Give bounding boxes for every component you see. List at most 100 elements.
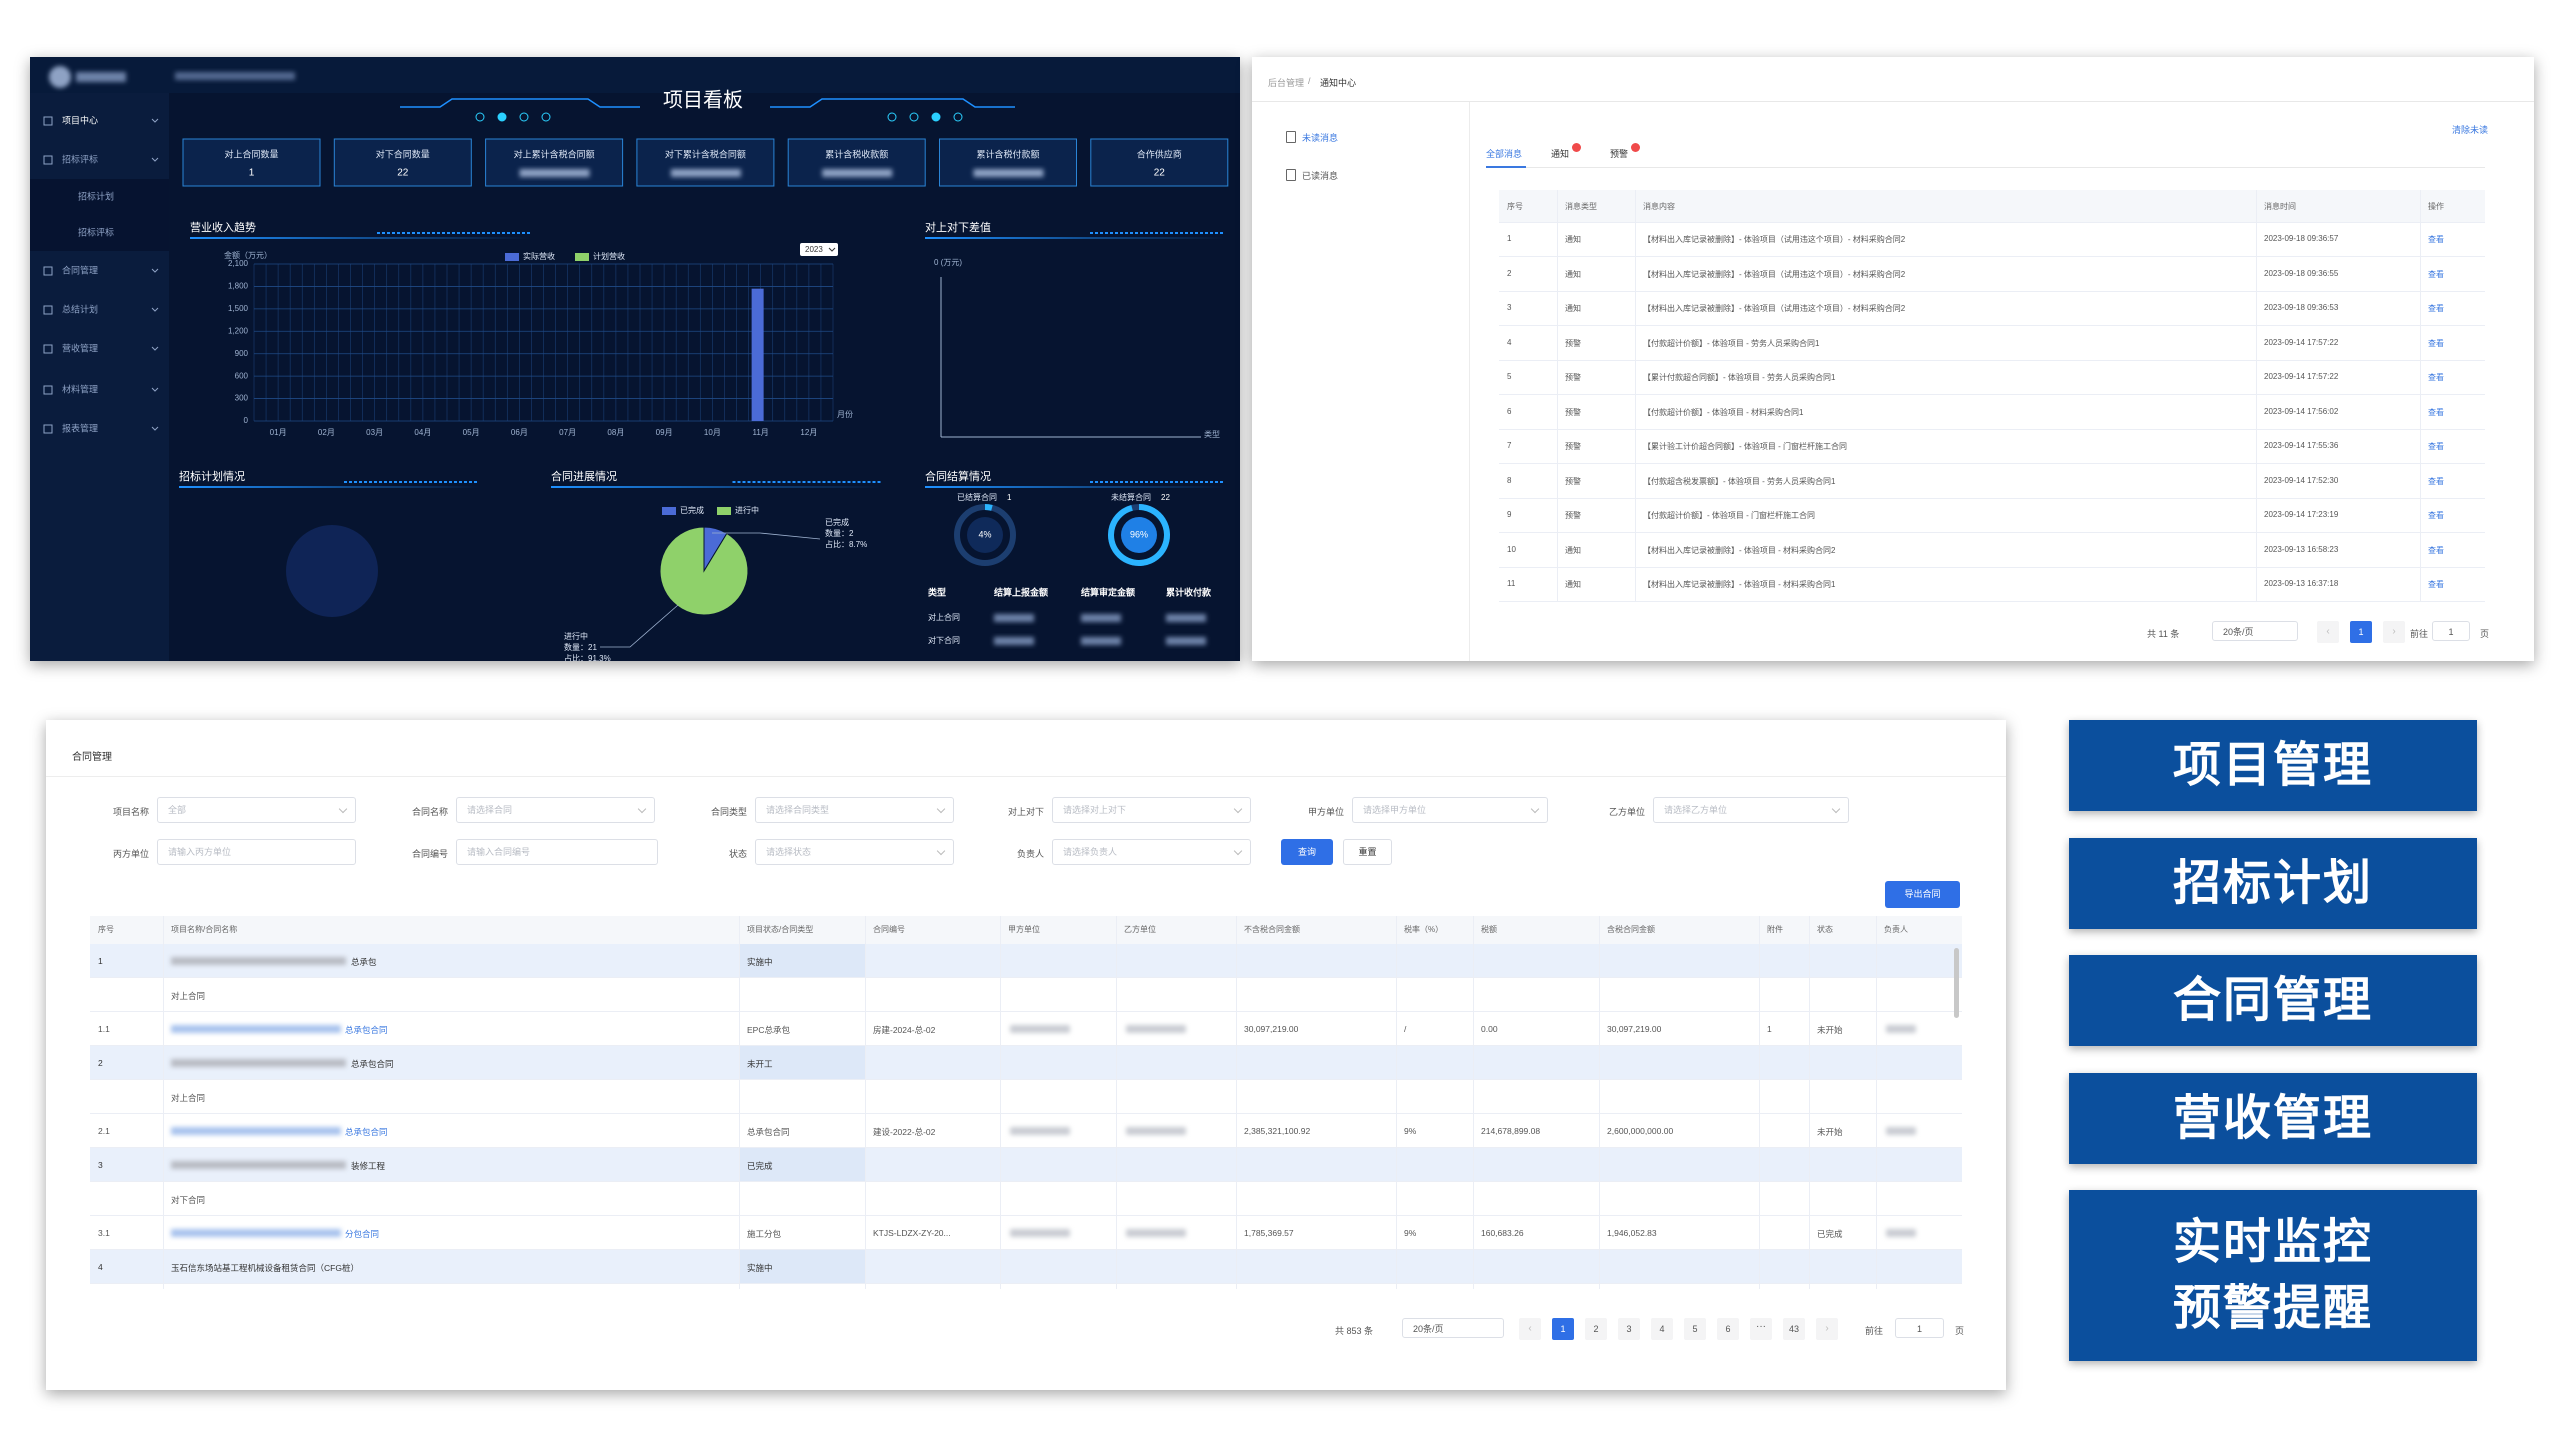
- view-link[interactable]: 查看: [2428, 269, 2444, 279]
- menu-item[interactable]: 总结计划: [62, 303, 98, 314]
- table-cell: 6: [1507, 406, 1512, 416]
- filter-input[interactable]: 全部: [157, 797, 356, 823]
- filter-input[interactable]: 请选择乙方单位: [1653, 797, 1849, 823]
- side-menu-item[interactable]: 未读消息: [1302, 133, 1339, 143]
- project-no: 3: [98, 1160, 103, 1170]
- view-link[interactable]: 查看: [2428, 373, 2444, 382]
- table-row-border: [1499, 290, 2485, 292]
- page-number[interactable]: 1: [1552, 1318, 1574, 1340]
- view-link[interactable]: 查看: [2428, 304, 2444, 313]
- menu-chevron: [151, 346, 159, 351]
- breadcrumb-bar: [1252, 57, 2534, 102]
- table-cell: 【材料出入库记录被删除】- 体验项目（试用违这个项目）- 材料采购合同2: [1643, 269, 1906, 279]
- gauge-percent: 96%: [1130, 529, 1148, 539]
- contract-link[interactable]: 总承包合同: [345, 1127, 388, 1137]
- page-size[interactable]: 20条/页: [1402, 1318, 1504, 1338]
- filter-label: 合同编号: [411, 849, 448, 859]
- view-link[interactable]: 查看: [2428, 476, 2444, 486]
- contract-cell: 30,097,219.00: [1244, 1024, 1299, 1034]
- column-divider: [1599, 916, 1600, 1289]
- panel-title: 合同管理: [72, 752, 112, 763]
- view-link[interactable]: 查看: [2428, 511, 2444, 520]
- side-menu-item[interactable]: 已读消息: [1302, 171, 1339, 181]
- search-button[interactable]: 查询: [1281, 839, 1333, 865]
- menu-item[interactable]: 报表管理: [62, 422, 98, 433]
- menu-item[interactable]: 营收管理: [62, 342, 98, 353]
- filter-input[interactable]: 请输入合同编号: [456, 839, 658, 865]
- export-button[interactable]: 导出合同: [1885, 881, 1960, 908]
- x-tick-label: 03月: [366, 428, 383, 437]
- page-ellipsis[interactable]: ···: [1750, 1318, 1772, 1340]
- year-select-text[interactable]: 2023: [805, 245, 823, 254]
- filter-input[interactable]: 请输入丙方单位: [157, 839, 356, 865]
- contract-link[interactable]: 总承包合同: [345, 1025, 388, 1035]
- contract-cell: 214,678,899.08: [1481, 1126, 1541, 1136]
- stat-label: 合作供应商: [1137, 148, 1182, 159]
- contract-cell: 2,600,000,000.00: [1607, 1126, 1674, 1136]
- menu-item[interactable]: 招标评标: [78, 226, 114, 237]
- filter-input[interactable]: 请选择合同: [456, 797, 655, 823]
- goto-input[interactable]: 1: [1895, 1318, 1944, 1338]
- view-link[interactable]: 查看: [2428, 580, 2444, 589]
- filter-label: 乙方单位: [1608, 807, 1645, 817]
- page-number[interactable]: 4: [1651, 1318, 1673, 1340]
- table-cell: 【材料出入库记录被删除】- 体验项目（试用违这个项目）- 材料采购合同2: [1643, 304, 1906, 313]
- filter-input[interactable]: 请选择对上对下: [1052, 797, 1251, 823]
- goto-input[interactable]: 1: [2432, 621, 2470, 641]
- column-divider: [1759, 916, 1760, 1289]
- settlement-header: 结算审定金额: [1081, 586, 1135, 597]
- tab[interactable]: 通知: [1551, 149, 1570, 159]
- goto-label: 前往: [2410, 629, 2429, 639]
- table-cell: 预警: [1565, 442, 1581, 451]
- filter-input[interactable]: 请选择甲方单位: [1352, 797, 1548, 823]
- column-divider: [1473, 916, 1474, 1289]
- settlement-header: 类型: [928, 586, 946, 597]
- page-number[interactable]: 2: [1585, 1318, 1607, 1340]
- filter-input[interactable]: 请选择负责人: [1052, 839, 1251, 865]
- view-link[interactable]: 查看: [2428, 407, 2444, 417]
- clear-unread[interactable]: 清除未读: [2452, 125, 2489, 135]
- menu-item[interactable]: 招标评标: [62, 153, 98, 164]
- page-number[interactable]: 5: [1684, 1318, 1706, 1340]
- filter-input[interactable]: 请选择合同类型: [755, 797, 954, 823]
- page-next[interactable]: ›: [1816, 1318, 1838, 1340]
- view-link[interactable]: 查看: [2428, 338, 2444, 348]
- view-link[interactable]: 查看: [2428, 545, 2444, 555]
- breadcrumb-item[interactable]: 后台管理: [1268, 78, 1305, 88]
- page-prev[interactable]: ‹: [2317, 621, 2339, 643]
- table-row-border: [1499, 463, 2485, 464]
- table-row-border: [1499, 325, 2485, 326]
- tab[interactable]: 预警: [1610, 149, 1629, 159]
- reset-button[interactable]: 重置: [1343, 839, 1392, 865]
- menu-item[interactable]: 项目中心: [62, 114, 98, 125]
- page-prev[interactable]: ‹: [1519, 1318, 1541, 1340]
- stat-card: [182, 138, 321, 187]
- page-number[interactable]: 6: [1717, 1318, 1739, 1340]
- contract-link[interactable]: 分包合同: [345, 1229, 380, 1239]
- view-link[interactable]: 查看: [2428, 235, 2444, 244]
- page-number[interactable]: 43: [1783, 1318, 1805, 1340]
- page-next[interactable]: ›: [2383, 621, 2405, 643]
- page-number[interactable]: 1: [2350, 621, 2372, 643]
- logo-text: [76, 72, 126, 82]
- view-link[interactable]: 查看: [2428, 442, 2444, 451]
- menu-item[interactable]: 合同管理: [62, 264, 98, 275]
- filter-label: 对上对下: [1007, 807, 1044, 817]
- legend-label: 已完成: [680, 505, 704, 515]
- table-cell: 2023-09-14 17:55:36: [2264, 441, 2339, 450]
- settlement-row-label: 对上合同: [928, 612, 960, 622]
- page-size[interactable]: 20条/页: [2212, 621, 2298, 641]
- column-divider: [1809, 916, 1810, 1289]
- tab-active-line: [1486, 166, 1526, 168]
- page-number[interactable]: 3: [1618, 1318, 1640, 1340]
- table-cell: 10: [1507, 544, 1516, 554]
- menu-item[interactable]: 材料管理: [62, 383, 98, 394]
- stat-value: 22: [397, 168, 409, 179]
- table-header-bg: [90, 916, 1962, 945]
- tab[interactable]: 全部消息: [1486, 149, 1523, 159]
- filter-input[interactable]: 请选择状态: [755, 839, 954, 865]
- menu-icon: [43, 266, 53, 276]
- column-divider: [1876, 916, 1877, 1289]
- menu-item[interactable]: 招标计划: [78, 190, 114, 201]
- gauge-arc: [984, 504, 993, 511]
